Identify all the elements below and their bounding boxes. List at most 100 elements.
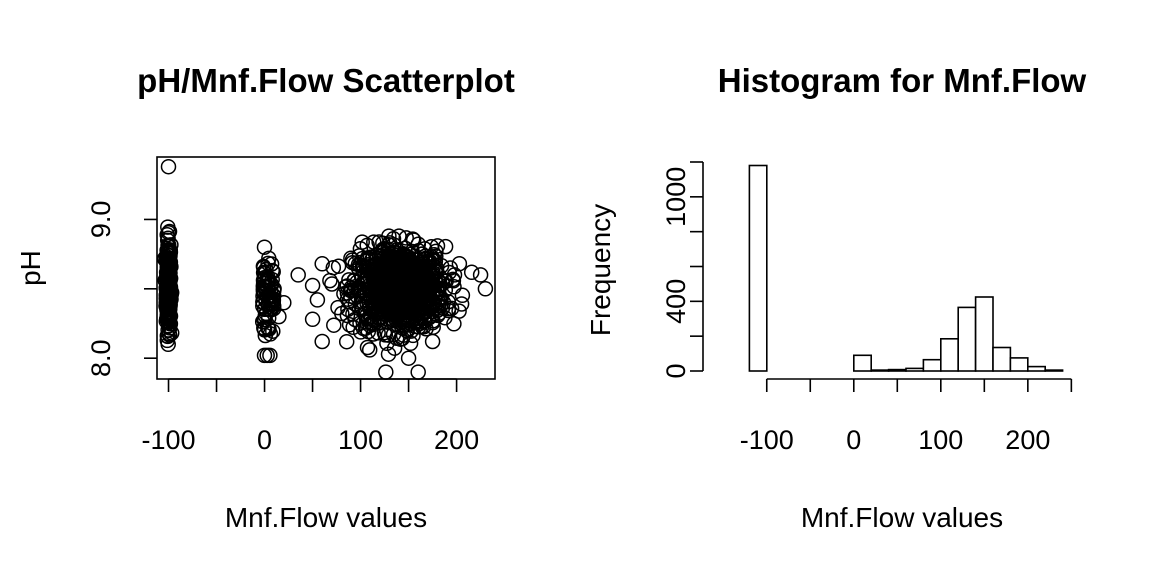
scatter-point <box>385 326 402 343</box>
scatter-point <box>339 307 356 324</box>
scatter-point <box>262 347 278 364</box>
histogram-bar <box>974 296 994 372</box>
scatter-point <box>463 264 480 281</box>
histogram-bar <box>992 346 1012 372</box>
scatter-point <box>378 364 394 380</box>
histogram-bar <box>870 369 890 372</box>
scatter-point <box>276 294 292 311</box>
scatter-point <box>255 293 271 310</box>
scatter-point <box>344 254 361 271</box>
scatter-point <box>477 281 494 297</box>
scatter-point <box>330 258 347 274</box>
scatter-point <box>314 256 330 272</box>
scatter-point <box>365 326 382 342</box>
scatter-point <box>158 287 174 303</box>
scatter-point <box>265 292 282 308</box>
scatter-point <box>429 238 446 254</box>
scatter-point <box>256 239 273 255</box>
scatter-point <box>361 342 378 358</box>
scatter-panel: pH/Mnf.Flow Scatterplot Mnf.Flow values … <box>15 62 515 533</box>
scatter-point <box>383 302 399 319</box>
scatter-point <box>357 285 373 301</box>
histogram-bar <box>1009 357 1029 372</box>
scatter-point <box>368 278 385 295</box>
scatter-y-tick-label: 8.0 <box>86 339 116 377</box>
scatter-point <box>350 260 367 276</box>
histogram-bar <box>1027 365 1047 372</box>
scatter-point <box>440 302 457 319</box>
scatter-point <box>159 277 176 294</box>
scatter-point <box>386 267 403 284</box>
scatter-point <box>350 256 367 273</box>
scatter-point <box>410 236 427 252</box>
scatter-point <box>408 297 425 313</box>
scatter-point <box>451 255 468 272</box>
histogram-y-tick-label: 400 <box>661 279 691 324</box>
scatter-point <box>376 276 392 292</box>
scatter-point <box>400 350 417 366</box>
scatter-point <box>373 268 390 284</box>
scatter-point <box>160 242 177 258</box>
scatter-point <box>314 333 330 350</box>
scatter-y-axis: 8.0 9.0 <box>86 201 157 377</box>
scatter-point <box>424 314 441 331</box>
scatter-point <box>453 296 470 312</box>
scatter-point <box>431 277 448 294</box>
scatter-point <box>388 330 405 347</box>
scatter-point <box>366 234 382 250</box>
scatter-point <box>341 317 358 333</box>
scatter-point <box>390 285 407 302</box>
scatter-point <box>304 277 321 294</box>
scatter-x-tick-label: 0 <box>257 425 272 455</box>
scatter-point <box>442 260 459 276</box>
histogram-bar <box>905 367 925 372</box>
scatter-x-axis: -100 0 100 200 <box>141 378 479 455</box>
scatter-point <box>326 317 342 333</box>
scatter-point <box>160 224 177 241</box>
scatter-point <box>322 272 338 289</box>
scatter-point <box>396 265 412 282</box>
scatter-point <box>375 235 391 251</box>
histogram-bar <box>852 354 872 372</box>
scatter-point <box>160 311 176 328</box>
histogram-bar <box>957 306 977 372</box>
scatter-point <box>366 301 383 318</box>
scatter-y-label: pH <box>15 250 46 286</box>
scatter-point <box>374 259 391 275</box>
scatter-point <box>345 306 361 322</box>
scatter-point <box>370 285 387 301</box>
histogram-x-tick-label: 0 <box>846 425 861 455</box>
scatter-point <box>256 321 273 337</box>
scatter-point <box>160 158 177 175</box>
scatter-x-tick-label: 100 <box>338 425 383 455</box>
scatter-point <box>417 260 433 276</box>
histogram-panel: Histogram for Mnf.Flow Mnf.Flow values F… <box>585 62 1087 533</box>
histogram-x-tick-label: 100 <box>918 425 963 455</box>
scatter-point <box>401 273 417 289</box>
scatter-x-label: Mnf.Flow values <box>225 502 427 533</box>
scatter-point <box>391 228 407 244</box>
scatter-points <box>156 158 494 380</box>
scatter-point <box>472 267 489 283</box>
scatter-point <box>436 273 453 289</box>
scatter-point <box>451 303 467 319</box>
histogram-bar <box>1044 369 1064 372</box>
scatter-point <box>388 294 404 310</box>
scatter-point <box>412 276 428 293</box>
scatter-point <box>338 333 355 350</box>
scatter-point <box>259 268 276 285</box>
scatter-point <box>360 293 377 309</box>
scatter-point <box>398 230 414 246</box>
scatter-point <box>391 252 407 268</box>
scatter-point <box>410 364 426 380</box>
histogram-bar <box>748 164 768 372</box>
scatter-point <box>396 258 413 274</box>
scatter-point <box>425 258 442 274</box>
scatter-point <box>304 311 321 328</box>
scatter-x-tick-label: 200 <box>434 425 479 455</box>
scatter-point <box>380 346 397 362</box>
scatter-point <box>159 227 175 243</box>
scatter-point <box>266 281 282 297</box>
scatter-point <box>162 270 179 287</box>
